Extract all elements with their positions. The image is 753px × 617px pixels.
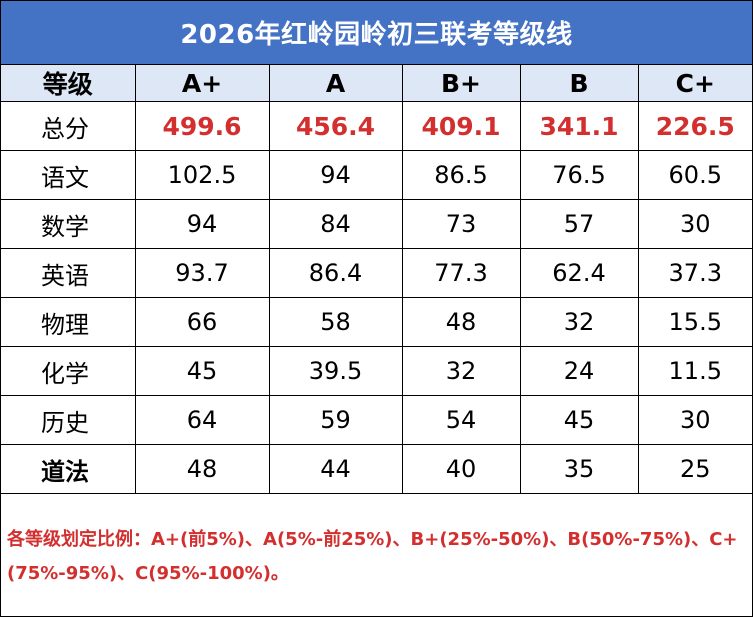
row-subject: 化学: [1, 346, 136, 396]
cell-value: 48: [134, 444, 270, 494]
header-grade-a-plus: A+: [134, 65, 270, 102]
cell-value: 62.4: [519, 248, 639, 298]
row-subject: 道法: [1, 444, 136, 494]
table-row: 化学 45 39.5 32 24 11.5: [1, 346, 752, 396]
cell-value: 37.3: [637, 248, 752, 298]
cell-value: 94: [268, 150, 403, 200]
table-row-total: 总分 499.6 456.4 409.1 341.1 226.5: [1, 101, 752, 151]
cell-value: 76.5: [519, 150, 639, 200]
cell-value: 11.5: [637, 346, 752, 396]
cell-value: 35: [519, 444, 639, 494]
cell-value: 59: [268, 395, 403, 445]
cell-value: 40: [401, 444, 521, 494]
cell-value: 94: [134, 199, 270, 249]
cell-value: 73: [401, 199, 521, 249]
cell-value: 499.6: [134, 101, 270, 151]
row-subject: 语文: [1, 150, 136, 200]
row-subject: 历史: [1, 395, 136, 445]
cell-value: 66: [134, 297, 270, 347]
row-subject: 英语: [1, 248, 136, 298]
table-header-row: 等级 A+ A B+ B C+: [1, 65, 752, 102]
cell-value: 86.5: [401, 150, 521, 200]
table-row: 语文 102.5 94 86.5 76.5 60.5: [1, 150, 752, 200]
table-row: 道法 48 44 40 35 25: [1, 444, 752, 494]
cell-value: 60.5: [637, 150, 752, 200]
row-subject: 物理: [1, 297, 136, 347]
header-grade-b: B: [519, 65, 639, 102]
row-subject: 数学: [1, 199, 136, 249]
table-row: 英语 93.7 86.4 77.3 62.4 37.3: [1, 248, 752, 298]
cell-value: 39.5: [268, 346, 403, 396]
table-row: 数学 94 84 73 57 30: [1, 199, 752, 249]
ratio-note: 各等级划定比例：A+(前5%)、A(5%-前25%)、B+(25%-50%)、B…: [7, 529, 738, 584]
cell-value: 226.5: [637, 101, 752, 151]
table-row: 历史 64 59 54 45 30: [1, 395, 752, 445]
cell-value: 32: [519, 297, 639, 347]
cell-value: 45: [519, 395, 639, 445]
cell-value: 30: [637, 199, 752, 249]
cell-value: 84: [268, 199, 403, 249]
cell-value: 48: [401, 297, 521, 347]
cell-value: 341.1: [519, 101, 639, 151]
cell-value: 86.4: [268, 248, 403, 298]
page-title: 2026年红岭园岭初三联考等级线: [1, 1, 752, 65]
header-grade-c-plus: C+: [637, 65, 752, 102]
cell-value: 409.1: [401, 101, 521, 151]
cell-value: 102.5: [134, 150, 270, 200]
header-grade-a: A: [268, 65, 403, 102]
cell-value: 77.3: [401, 248, 521, 298]
cell-value: 54: [401, 395, 521, 445]
cell-value: 15.5: [637, 297, 752, 347]
cell-value: 25: [637, 444, 752, 494]
cell-value: 456.4: [268, 101, 403, 151]
cell-value: 58: [268, 297, 403, 347]
cell-value: 32: [401, 346, 521, 396]
cell-value: 93.7: [134, 248, 270, 298]
cell-value: 44: [268, 444, 403, 494]
cell-value: 57: [519, 199, 639, 249]
header-grade-b-plus: B+: [401, 65, 521, 102]
cell-value: 45: [134, 346, 270, 396]
cell-value: 64: [134, 395, 270, 445]
cell-value: 30: [637, 395, 752, 445]
header-label: 等级: [1, 65, 136, 102]
grade-line-table: 等级 A+ A B+ B C+ 总分 499.6 456.4 409.1 341…: [1, 65, 752, 494]
table-row: 物理 66 58 48 32 15.5: [1, 297, 752, 347]
row-subject: 总分: [1, 101, 136, 151]
cell-value: 24: [519, 346, 639, 396]
